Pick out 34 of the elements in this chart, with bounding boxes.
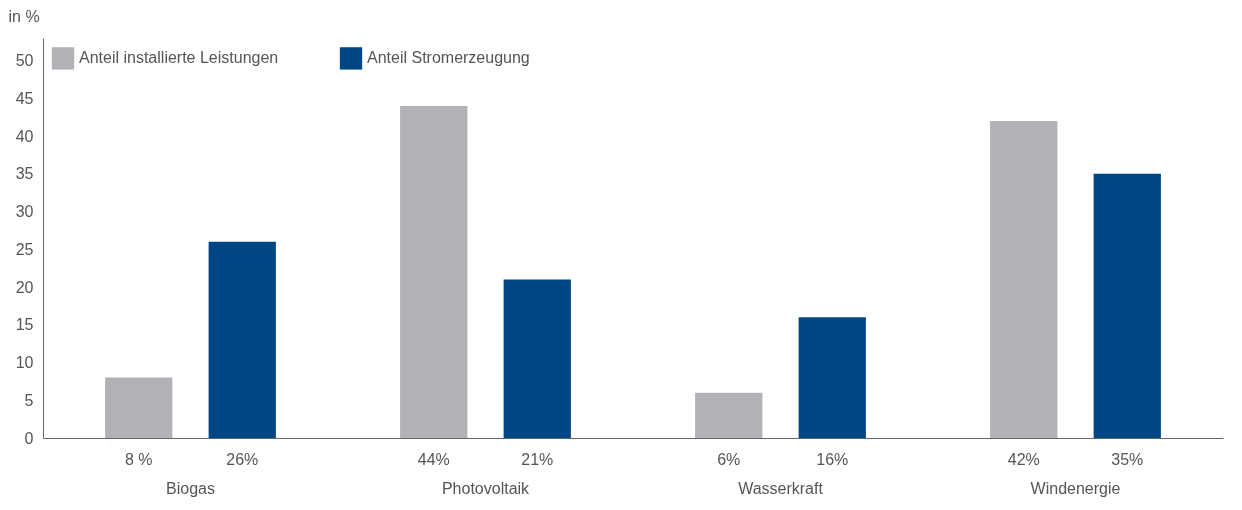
y-tick-label: 15 (15, 316, 34, 334)
bar (798, 317, 866, 438)
x-tick-label: Wasserkraft (738, 479, 824, 497)
bar (105, 377, 173, 438)
y-tick-label: 40 (15, 127, 34, 145)
y-tick-label: 25 (15, 240, 34, 258)
y-tick-label: 5 (24, 391, 34, 409)
y-tick-label: 10 (15, 354, 34, 372)
y-tick-label: 30 (15, 203, 34, 221)
bar (695, 392, 763, 438)
legend-label: Anteil Stromerzeugung (367, 49, 530, 67)
data-label: 35% (1111, 451, 1144, 468)
bar (1093, 173, 1161, 438)
data-label: 21% (521, 451, 554, 468)
y-tick-label: 50 (15, 52, 34, 70)
y-tick-label: 45 (15, 89, 34, 107)
bar (503, 279, 571, 438)
legend-label: Anteil installierte Leistungen (79, 49, 279, 67)
data-label: 42% (1007, 451, 1040, 468)
x-tick-label: Photovoltaik (441, 479, 531, 497)
x-tick-label: Windenergie (1030, 479, 1121, 497)
x-tick-label: Biogas (166, 479, 215, 497)
y-axis-title: in % (8, 7, 40, 25)
y-tick-label: 20 (15, 278, 34, 296)
data-label: 8 % (124, 451, 153, 468)
data-label: 44% (417, 451, 450, 468)
bar (208, 241, 276, 438)
y-tick-label: 35 (15, 165, 34, 183)
data-label: 6% (717, 451, 741, 468)
bar (400, 105, 468, 438)
y-tick-label: 0 (24, 429, 34, 447)
data-label: 26% (226, 451, 259, 468)
bar (990, 121, 1058, 438)
data-label: 16% (816, 451, 849, 468)
